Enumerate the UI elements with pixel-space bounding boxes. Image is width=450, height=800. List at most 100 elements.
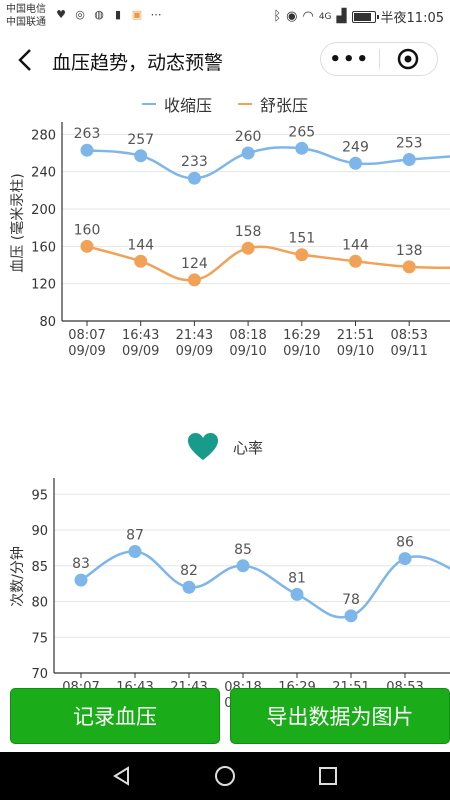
carrier-info: 中国电信 中国联通 [6, 3, 46, 29]
data-point [402, 260, 416, 274]
bp-legend: 收缩压 舒张压 [0, 92, 450, 116]
y-tick-label: 80 [39, 315, 56, 330]
data-point [349, 254, 362, 268]
x-tick-label: 09/09 [122, 344, 159, 359]
data-point [349, 156, 362, 170]
diastolic-swatch [238, 103, 252, 105]
y-tick-label: 200 [31, 203, 56, 218]
more-dots-icon[interactable]: ••• [329, 48, 370, 70]
data-point [344, 609, 358, 623]
systolic-swatch [141, 103, 156, 105]
data-label: 158 [235, 224, 262, 240]
data-label: 151 [288, 231, 315, 247]
series-line [86, 146, 450, 180]
heart-rate-legend[interactable]: 心率 [0, 432, 450, 462]
data-label: 260 [235, 129, 262, 145]
legend-systolic[interactable]: 收缩压 [141, 92, 212, 116]
eye-icon: ◉ [286, 9, 298, 24]
y-tick-label: 240 [31, 166, 56, 181]
more-notifications-icon: ⋯ [150, 7, 162, 21]
y-tick-label: 85 [31, 560, 48, 575]
notification-icons: ♥ ◎ ◍ ▮ ▣ ⋯ [54, 7, 163, 21]
x-tick-label: 08:07 [68, 328, 105, 343]
x-tick-label: 09/09 [68, 344, 105, 359]
carrier-2: 中国联通 [6, 17, 46, 28]
data-label: 78 [342, 592, 360, 608]
y-tick-label: 280 [31, 128, 56, 143]
x-tick-label: 09/09 [176, 344, 213, 359]
data-point [236, 559, 250, 573]
data-label: 233 [181, 154, 208, 170]
data-point [80, 143, 94, 157]
home-circle-icon[interactable] [214, 765, 236, 787]
status-bar: 中国电信 中国联通 ♥ ◎ ◍ ▮ ▣ ⋯ ᛒ ◉ ◠ 4G ▟ 半夜11:05 [0, 0, 450, 32]
x-tick-label: 08:53 [390, 328, 427, 343]
legend-diastolic[interactable]: 舒张压 [238, 92, 308, 116]
x-tick-label: 21:43 [176, 328, 213, 343]
status-right: ᛒ ◉ ◠ 4G ▟ 半夜11:05 [273, 7, 444, 26]
data-label: 160 [74, 222, 101, 238]
data-point [187, 171, 201, 185]
data-point [80, 239, 94, 253]
data-label: 85 [234, 542, 252, 558]
data-label: 86 [396, 535, 414, 551]
heart-icon [187, 433, 218, 460]
data-point [187, 273, 201, 287]
battery-icon [351, 10, 379, 23]
data-point [74, 573, 88, 587]
capsule-divider [378, 49, 380, 69]
data-point [241, 241, 255, 255]
series-line [80, 550, 450, 619]
data-label: 124 [181, 256, 208, 272]
clock: 半夜11:05 [380, 11, 444, 26]
cloud-icon: ◎ [75, 7, 85, 21]
wifi-icon: ◠ [302, 9, 314, 24]
y-tick-label: 70 [31, 667, 48, 682]
x-tick-label: 08:18 [229, 328, 266, 343]
data-label: 81 [288, 570, 306, 586]
y-tick-label: 75 [31, 631, 48, 646]
data-label: 138 [396, 243, 423, 259]
data-label: 265 [288, 124, 315, 140]
heart-rate-icon: ♥ [56, 7, 66, 21]
data-point [295, 248, 309, 262]
y-axis-label: 次数/分钟 [9, 546, 26, 607]
data-point [134, 254, 148, 268]
y-tick-label: 95 [31, 488, 48, 503]
app-icon: ▣ [131, 7, 143, 21]
x-tick-label: 21:51 [337, 328, 374, 343]
data-point [182, 580, 196, 594]
chevron-left-icon[interactable] [12, 46, 40, 74]
carrier-1: 中国电信 [6, 4, 46, 15]
x-tick-label: 09/10 [283, 344, 320, 359]
globe-icon: ◍ [94, 7, 104, 21]
y-tick-label: 80 [31, 596, 48, 611]
mini-program-capsule: ••• [320, 42, 438, 76]
battery-saver-icon: ▮ [114, 7, 122, 21]
data-label: 144 [127, 237, 154, 253]
data-label: 257 [127, 132, 154, 148]
export-image-button[interactable]: 导出数据为图片 [230, 688, 450, 744]
data-label: 249 [342, 139, 369, 155]
record-bp-button[interactable]: 记录血压 [10, 688, 220, 744]
y-tick-label: 160 [31, 240, 56, 255]
heart-rate-legend-label: 心率 [232, 438, 263, 457]
data-point [241, 146, 255, 160]
system-nav-bar [0, 752, 450, 800]
signal-icon: ▟ [336, 9, 347, 24]
back-triangle-icon[interactable] [111, 765, 133, 787]
page-title: 血压趋势，动态预警 [52, 52, 224, 74]
y-tick-label: 120 [31, 278, 56, 293]
heart-rate-chart: 707580859095次数/分钟08:0709/0916:4309/0921:… [9, 478, 450, 711]
data-label: 253 [396, 136, 423, 152]
data-label: 87 [126, 527, 144, 543]
recent-square-icon[interactable] [317, 765, 339, 787]
target-close-icon [397, 48, 419, 70]
data-label: 263 [74, 126, 101, 142]
close-button[interactable] [379, 48, 437, 70]
data-point [290, 587, 304, 601]
y-axis-label: 血压 (毫米汞柱) [9, 173, 26, 272]
x-tick-label: 16:43 [122, 328, 159, 343]
legend-diastolic-label: 舒张压 [260, 96, 309, 115]
